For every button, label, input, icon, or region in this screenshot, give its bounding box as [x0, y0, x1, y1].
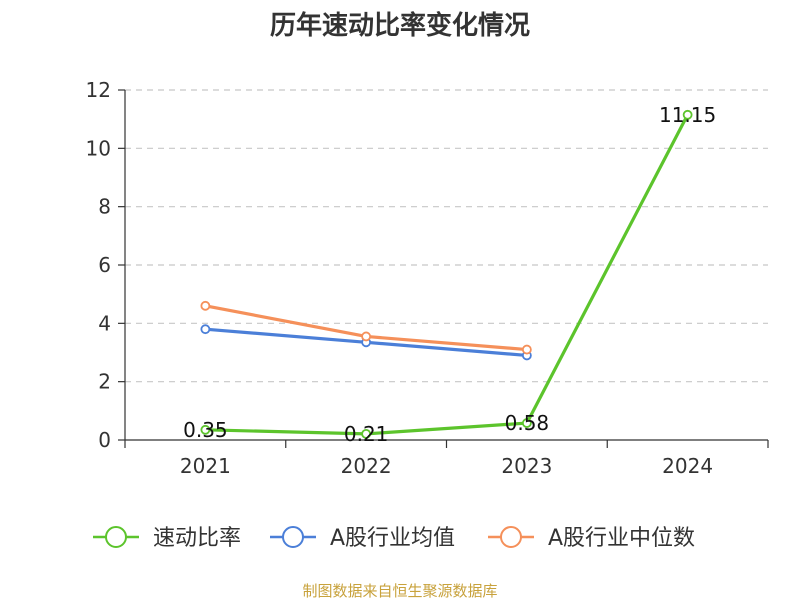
x-tick-label-2023: 2023	[501, 454, 552, 478]
chart-title: 历年速动比率变化情况	[270, 10, 530, 41]
point-2-2023	[521, 344, 532, 355]
data-label-2024: 11.15	[659, 103, 716, 127]
y-tick-label-1: 2	[98, 370, 111, 394]
axes: 0 2 4 6 8 10 12 2021 2022 2023 2024	[86, 78, 769, 478]
point-2-2021	[200, 300, 211, 311]
legend: 速动比率 A股行业均值 A股行业中位数	[93, 526, 695, 551]
legend-item-2[interactable]: A股行业中位数	[488, 526, 695, 551]
source-note: 制图数据来自恒生聚源数据库	[302, 582, 497, 600]
legend-label-2: A股行业中位数	[548, 526, 695, 551]
y-tick-label-2: 4	[98, 311, 111, 335]
point-0-2022	[361, 428, 372, 439]
data-label-2023: 0.58	[505, 411, 550, 435]
series-line-0	[205, 114, 690, 436]
y-tick-label-3: 6	[98, 253, 111, 277]
y-tick-label-4: 8	[98, 195, 111, 219]
data-label-2021: 0.35	[183, 418, 228, 442]
y-tick-label-0: 0	[98, 428, 111, 452]
point-0-2023	[521, 418, 532, 428]
point-0-2024	[682, 109, 693, 120]
legend-marker-0	[105, 526, 127, 548]
x-tick-label-2021: 2021	[180, 454, 231, 478]
point-2-2022	[361, 331, 372, 342]
y-tick-label-5: 10	[86, 136, 111, 160]
data-label-2022: 0.21	[344, 422, 389, 446]
legend-item-1[interactable]: A股行业均值	[270, 526, 455, 551]
legend-marker-2	[500, 526, 522, 548]
x-tick-label-2024: 2024	[662, 454, 713, 478]
point-0-2021	[200, 424, 211, 435]
x-tick-label-2022: 2022	[341, 454, 392, 478]
legend-item-0[interactable]: 速动比率	[93, 526, 241, 551]
point-1-2021	[200, 324, 211, 335]
legend-marker-1	[282, 526, 304, 548]
grid-lines	[125, 89, 768, 383]
legend-label-1: A股行业均值	[330, 526, 455, 551]
y-tick-label-6: 12	[86, 78, 111, 102]
data-labels: 0.35 0.21 0.58 11.15	[183, 103, 716, 446]
legend-label-0: 速动比率	[153, 526, 241, 551]
series	[200, 109, 693, 439]
